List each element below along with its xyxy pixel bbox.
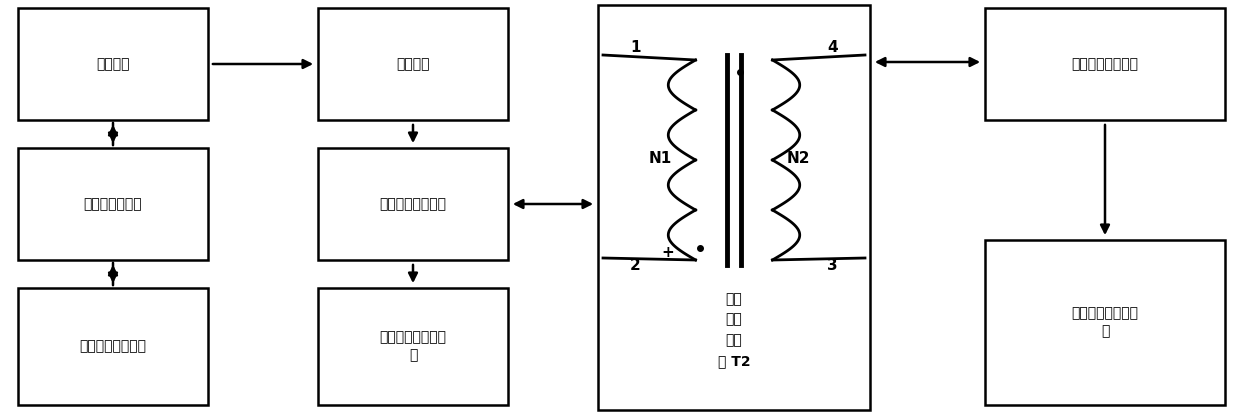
Text: N1: N1 xyxy=(649,150,672,166)
Text: 功率
转换
变压
器 T2: 功率 转换 变压 器 T2 xyxy=(718,292,750,368)
Bar xyxy=(317,288,508,405)
Text: 2: 2 xyxy=(630,259,641,274)
Bar xyxy=(19,148,208,260)
Text: 第二功率转换电路: 第二功率转换电路 xyxy=(1071,57,1138,71)
Bar xyxy=(19,8,208,120)
Bar xyxy=(19,288,208,405)
Text: 3: 3 xyxy=(827,259,838,274)
Text: N2: N2 xyxy=(786,150,810,166)
Text: 第二组直流输出电
路: 第二组直流输出电 路 xyxy=(1071,306,1138,339)
Bar xyxy=(317,8,508,120)
Bar xyxy=(598,5,870,410)
Text: 过电压保护电路: 过电压保护电路 xyxy=(83,197,143,211)
Bar xyxy=(985,240,1225,405)
Bar xyxy=(985,8,1225,120)
Text: 交流输入防雷电路: 交流输入防雷电路 xyxy=(79,339,146,354)
Text: 整流电路: 整流电路 xyxy=(97,57,130,71)
Text: 滤波电路: 滤波电路 xyxy=(397,57,430,71)
Text: 1: 1 xyxy=(630,39,641,54)
Text: 第一组直流输出电
路: 第一组直流输出电 路 xyxy=(379,330,446,363)
Bar xyxy=(317,148,508,260)
Text: +: + xyxy=(662,245,675,259)
Text: 第一功率转换电路: 第一功率转换电路 xyxy=(379,197,446,211)
Text: 4: 4 xyxy=(827,39,838,54)
